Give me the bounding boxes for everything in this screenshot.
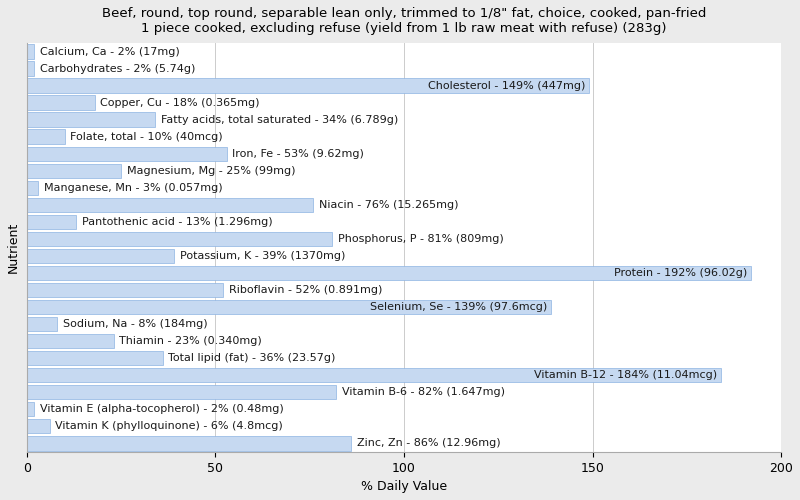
Text: Potassium, K - 39% (1370mg): Potassium, K - 39% (1370mg) bbox=[180, 251, 345, 261]
Y-axis label: Nutrient: Nutrient bbox=[7, 222, 20, 273]
Text: Fatty acids, total saturated - 34% (6.789g): Fatty acids, total saturated - 34% (6.78… bbox=[161, 114, 398, 124]
Text: Copper, Cu - 18% (0.365mg): Copper, Cu - 18% (0.365mg) bbox=[101, 98, 260, 108]
Text: Folate, total - 10% (40mcg): Folate, total - 10% (40mcg) bbox=[70, 132, 223, 141]
Bar bbox=[27, 317, 57, 332]
Text: Magnesium, Mg - 25% (99mg): Magnesium, Mg - 25% (99mg) bbox=[127, 166, 295, 176]
Bar bbox=[27, 96, 94, 110]
Text: Vitamin E (alpha-tocopherol) - 2% (0.48mg): Vitamin E (alpha-tocopherol) - 2% (0.48m… bbox=[40, 404, 284, 414]
Text: Sodium, Na - 8% (184mg): Sodium, Na - 8% (184mg) bbox=[62, 319, 207, 329]
Bar bbox=[27, 62, 34, 76]
Bar bbox=[27, 402, 34, 416]
Text: Vitamin K (phylloquinone) - 6% (4.8mcg): Vitamin K (phylloquinone) - 6% (4.8mcg) bbox=[55, 421, 283, 431]
Text: Zinc, Zn - 86% (12.96mg): Zinc, Zn - 86% (12.96mg) bbox=[357, 438, 501, 448]
Bar bbox=[27, 146, 226, 161]
Bar bbox=[27, 198, 314, 212]
Bar bbox=[27, 419, 50, 434]
Text: Riboflavin - 52% (0.891mg): Riboflavin - 52% (0.891mg) bbox=[229, 285, 382, 295]
Bar bbox=[27, 232, 332, 246]
Text: Niacin - 76% (15.265mg): Niacin - 76% (15.265mg) bbox=[319, 200, 458, 210]
Title: Beef, round, top round, separable lean only, trimmed to 1/8" fat, choice, cooked: Beef, round, top round, separable lean o… bbox=[102, 7, 706, 35]
Bar bbox=[27, 351, 162, 366]
Bar bbox=[27, 112, 155, 127]
Text: Iron, Fe - 53% (9.62mg): Iron, Fe - 53% (9.62mg) bbox=[233, 149, 364, 159]
Text: Vitamin B-6 - 82% (1.647mg): Vitamin B-6 - 82% (1.647mg) bbox=[342, 387, 505, 397]
Text: Vitamin B-12 - 184% (11.04mcg): Vitamin B-12 - 184% (11.04mcg) bbox=[534, 370, 717, 380]
Bar bbox=[27, 130, 65, 144]
Bar bbox=[27, 180, 38, 195]
Bar bbox=[27, 283, 223, 297]
Text: Pantothenic acid - 13% (1.296mg): Pantothenic acid - 13% (1.296mg) bbox=[82, 217, 272, 227]
Bar bbox=[27, 385, 336, 400]
Bar bbox=[27, 214, 76, 229]
X-axis label: % Daily Value: % Daily Value bbox=[361, 480, 447, 493]
Text: Protein - 192% (96.02g): Protein - 192% (96.02g) bbox=[614, 268, 747, 278]
Text: Carbohydrates - 2% (5.74g): Carbohydrates - 2% (5.74g) bbox=[40, 64, 195, 74]
Bar bbox=[27, 300, 551, 314]
Text: Phosphorus, P - 81% (809mg): Phosphorus, P - 81% (809mg) bbox=[338, 234, 504, 244]
Bar bbox=[27, 368, 721, 382]
Bar bbox=[27, 334, 114, 348]
Text: Total lipid (fat) - 36% (23.57g): Total lipid (fat) - 36% (23.57g) bbox=[168, 353, 336, 363]
Bar bbox=[27, 44, 34, 59]
Text: Thiamin - 23% (0.340mg): Thiamin - 23% (0.340mg) bbox=[119, 336, 262, 346]
Text: Selenium, Se - 139% (97.6mcg): Selenium, Se - 139% (97.6mcg) bbox=[370, 302, 547, 312]
Text: Calcium, Ca - 2% (17mg): Calcium, Ca - 2% (17mg) bbox=[40, 46, 180, 56]
Text: Cholesterol - 149% (447mg): Cholesterol - 149% (447mg) bbox=[428, 80, 585, 90]
Bar bbox=[27, 436, 351, 450]
Bar bbox=[27, 164, 121, 178]
Text: Manganese, Mn - 3% (0.057mg): Manganese, Mn - 3% (0.057mg) bbox=[44, 183, 222, 193]
Bar bbox=[27, 78, 589, 93]
Bar bbox=[27, 266, 751, 280]
Bar bbox=[27, 248, 174, 263]
